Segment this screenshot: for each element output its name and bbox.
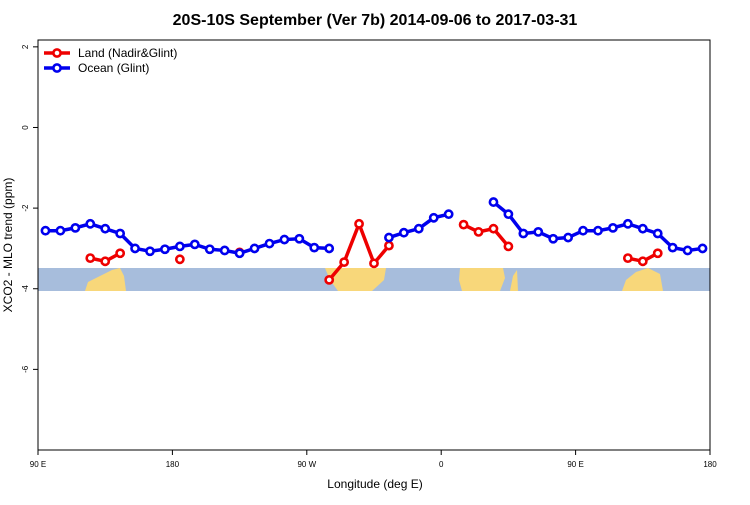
data-point xyxy=(682,245,693,256)
data-point xyxy=(294,233,305,244)
y-tick-label: 2 xyxy=(21,44,30,49)
data-point xyxy=(40,225,51,236)
legend: Land (Nadir&Glint)Ocean (Glint) xyxy=(44,46,177,75)
y-tick-label: -4 xyxy=(21,285,30,293)
x-tick-label: 90 E xyxy=(30,460,46,469)
data-point xyxy=(563,232,574,243)
data-point xyxy=(234,248,245,259)
legend-marker xyxy=(52,63,62,73)
data-point xyxy=(219,245,230,256)
x-tick-label: 90 E xyxy=(567,460,583,469)
data-point xyxy=(637,223,648,234)
y-tick-label: 0 xyxy=(21,125,30,130)
data-point xyxy=(518,228,529,239)
data-point xyxy=(503,209,514,220)
x-tick-label: 180 xyxy=(703,460,717,469)
land-shape xyxy=(459,268,505,291)
data-point xyxy=(85,218,96,229)
legend-marker xyxy=(52,48,62,58)
data-point xyxy=(622,218,633,229)
data-point xyxy=(652,248,663,259)
data-point xyxy=(85,253,96,264)
data-point xyxy=(339,257,350,268)
series-line xyxy=(45,200,703,256)
data-point xyxy=(55,225,66,236)
data-point xyxy=(533,226,544,237)
data-point xyxy=(608,222,618,233)
data-point xyxy=(369,258,379,269)
x-tick-label: 180 xyxy=(166,460,180,469)
data-point xyxy=(384,232,394,243)
data-point xyxy=(622,253,633,264)
data-point xyxy=(398,227,409,238)
data-point xyxy=(548,233,559,244)
data-point xyxy=(488,223,499,234)
data-point xyxy=(279,234,290,245)
data-point xyxy=(130,243,140,254)
data-point xyxy=(174,241,185,252)
data-point xyxy=(145,246,155,257)
data-point xyxy=(413,223,424,234)
data-point xyxy=(458,219,469,230)
x-axis-label: Longitude (deg E) xyxy=(327,477,422,491)
data-point xyxy=(503,241,514,252)
data-point xyxy=(204,244,215,255)
data-point xyxy=(115,228,126,239)
data-point xyxy=(100,223,111,234)
data-point xyxy=(70,222,81,233)
data-point xyxy=(637,256,648,267)
data-point xyxy=(324,243,335,254)
data-point xyxy=(189,239,200,250)
data-point xyxy=(309,242,320,253)
data-point xyxy=(160,244,170,255)
data-point xyxy=(593,225,603,236)
data-point xyxy=(249,243,260,254)
data-point xyxy=(100,256,111,267)
y-tick-label: -6 xyxy=(21,365,30,373)
data-point xyxy=(443,209,454,220)
y-tick-label: -2 xyxy=(21,204,30,212)
land-shape xyxy=(622,268,663,291)
data-point xyxy=(667,242,678,253)
land-shape xyxy=(85,268,126,291)
data-point xyxy=(324,274,335,285)
data-point xyxy=(578,225,588,236)
data-point xyxy=(428,212,439,223)
chart-title: 20S-10S September (Ver 7b) 2014-09-06 to… xyxy=(173,12,578,29)
data-point xyxy=(115,248,126,259)
data-point xyxy=(354,218,364,229)
data-point xyxy=(174,254,185,265)
legend-label: Ocean (Glint) xyxy=(78,61,149,75)
y-axis-label: XCO2 - MLO trend (ppm) xyxy=(1,178,15,313)
data-point xyxy=(384,240,394,251)
land-shape xyxy=(510,270,518,291)
data-point xyxy=(652,228,663,239)
x-tick-label: 0 xyxy=(439,460,444,469)
data-point xyxy=(488,197,499,207)
land-shape xyxy=(325,268,386,291)
legend-label: Land (Nadir&Glint) xyxy=(78,46,177,60)
data-point xyxy=(264,238,275,249)
plot-frame xyxy=(37,39,711,451)
data-point xyxy=(697,243,708,254)
x-tick-label: 90 W xyxy=(297,460,316,469)
map-band xyxy=(38,268,710,291)
data-point xyxy=(473,226,484,237)
